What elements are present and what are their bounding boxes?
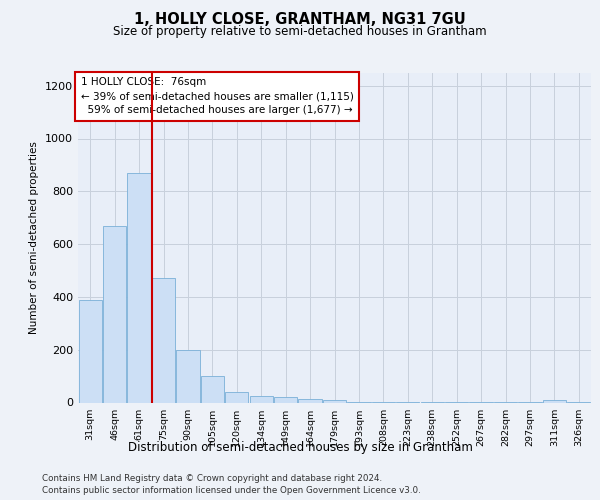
Bar — [225, 392, 248, 402]
Bar — [103, 226, 126, 402]
Text: Contains public sector information licensed under the Open Government Licence v3: Contains public sector information licen… — [42, 486, 421, 495]
Bar — [176, 350, 200, 403]
Bar — [127, 173, 151, 402]
Text: Contains HM Land Registry data © Crown copyright and database right 2024.: Contains HM Land Registry data © Crown c… — [42, 474, 382, 483]
Y-axis label: Number of semi-detached properties: Number of semi-detached properties — [29, 141, 40, 334]
Bar — [79, 300, 102, 403]
Bar — [250, 396, 273, 402]
Bar — [543, 400, 566, 402]
Bar — [201, 376, 224, 402]
Text: Distribution of semi-detached houses by size in Grantham: Distribution of semi-detached houses by … — [128, 441, 472, 454]
Bar — [152, 278, 175, 402]
Text: Size of property relative to semi-detached houses in Grantham: Size of property relative to semi-detach… — [113, 25, 487, 38]
Text: 1 HOLLY CLOSE:  76sqm
← 39% of semi-detached houses are smaller (1,115)
  59% of: 1 HOLLY CLOSE: 76sqm ← 39% of semi-detac… — [80, 78, 353, 116]
Text: 1, HOLLY CLOSE, GRANTHAM, NG31 7GU: 1, HOLLY CLOSE, GRANTHAM, NG31 7GU — [134, 12, 466, 28]
Bar — [323, 400, 346, 402]
Bar — [298, 398, 322, 402]
Bar — [274, 397, 297, 402]
